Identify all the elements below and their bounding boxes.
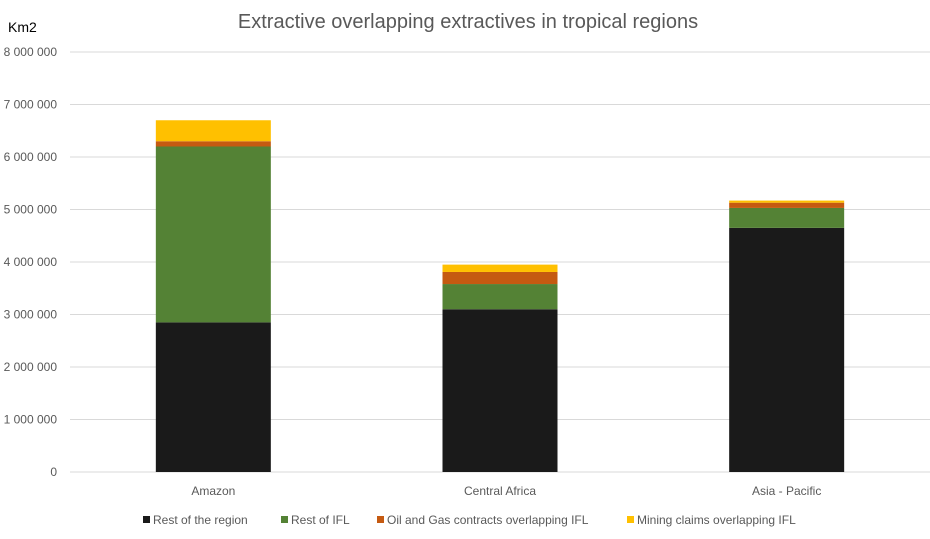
legend-swatch	[377, 516, 384, 523]
legend-label: Mining claims overlapping IFL	[637, 513, 796, 527]
y-tick-label: 3 000 000	[4, 308, 58, 322]
legend-swatch	[627, 516, 634, 523]
y-tick-label: 8 000 000	[4, 45, 58, 59]
y-tick-label: 7 000 000	[4, 98, 58, 112]
bar-segment-oil-and-gas-contracts-overlapping-ifl-amazon	[155, 141, 271, 147]
bar-segment-rest-of-the-region-amazon	[155, 322, 271, 472]
bar-segment-rest-of-the-region-asia-pacific	[729, 227, 845, 472]
bar-segment-mining-claims-overlapping-ifl-central-africa	[442, 264, 558, 272]
legend-label: Rest of IFL	[291, 513, 350, 527]
y-tick-label: 2 000 000	[4, 360, 58, 374]
bar-segment-oil-and-gas-contracts-overlapping-ifl-asia-pacific	[729, 202, 845, 208]
legend-label: Oil and Gas contracts overlapping IFL	[387, 513, 589, 527]
bars	[155, 120, 845, 472]
y-axis-unit-label: Km2	[8, 19, 37, 35]
legend: Rest of the region Rest of IFL Oil and Gas…	[143, 513, 796, 527]
bar-segment-rest-of-ifl-amazon	[155, 146, 271, 323]
y-tick-label: 5 000 000	[4, 203, 58, 217]
x-tick-label: Amazon	[191, 484, 235, 498]
bar-segment-rest-of-ifl-central-africa	[442, 284, 558, 310]
y-tick-label: 0	[50, 465, 57, 479]
y-tick-label: 4 000 000	[4, 255, 58, 269]
legend-label: Rest of the region	[153, 513, 248, 527]
y-tick-label: 1 000 000	[4, 413, 58, 427]
bar-segment-rest-of-the-region-central-africa	[442, 309, 558, 472]
x-tick-label: Asia - Pacific	[752, 484, 821, 498]
legend-swatch	[281, 516, 288, 523]
bar-segment-oil-and-gas-contracts-overlapping-ifl-central-africa	[442, 271, 558, 285]
chart-title: Extractive overlapping extractives in tr…	[238, 11, 698, 33]
x-axis-tick-labels: Amazon Central Africa Asia - Pacific	[191, 484, 821, 498]
legend-swatch	[143, 516, 150, 523]
bar-segment-mining-claims-overlapping-ifl-amazon	[155, 120, 271, 142]
y-tick-label: 6 000 000	[4, 150, 58, 164]
bar-segment-mining-claims-overlapping-ifl-asia-pacific	[729, 200, 845, 203]
x-tick-label: Central Africa	[464, 484, 536, 498]
bar-segment-rest-of-ifl-asia-pacific	[729, 207, 845, 228]
y-axis-tick-labels: 0 1 000 000 2 000 000 3 000 000 4 000 000 5 0…	[4, 45, 58, 479]
